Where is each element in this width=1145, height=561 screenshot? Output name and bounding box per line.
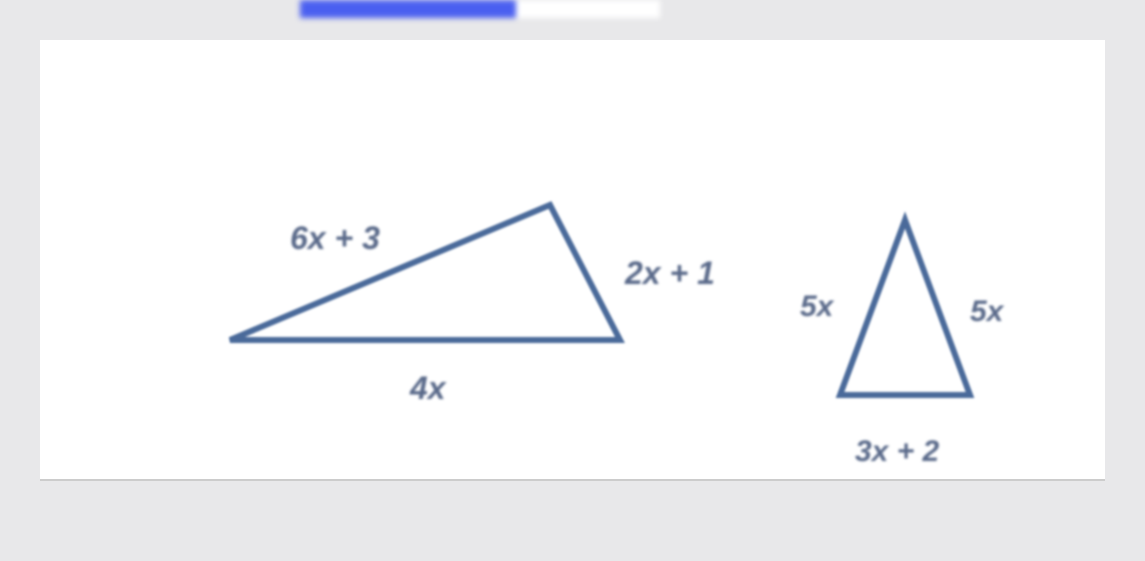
left-triangle	[230, 205, 620, 340]
right-triangle	[840, 220, 970, 395]
right-triangle-side-b-label: 5x	[970, 295, 1003, 329]
diagram-canvas: 6x + 3 2x + 1 4x 5x 5x 3x + 2	[40, 40, 1105, 481]
left-triangle-side-c-label: 4x	[410, 370, 446, 407]
left-triangle-side-a-label: 6x + 3	[290, 220, 380, 257]
triangles-svg	[40, 40, 1105, 521]
right-triangle-side-a-label: 5x	[800, 290, 833, 324]
left-triangle-side-b-label: 2x + 1	[625, 255, 715, 292]
progress-bar-fragment	[300, 0, 660, 18]
right-triangle-side-c-label: 3x + 2	[855, 435, 939, 469]
